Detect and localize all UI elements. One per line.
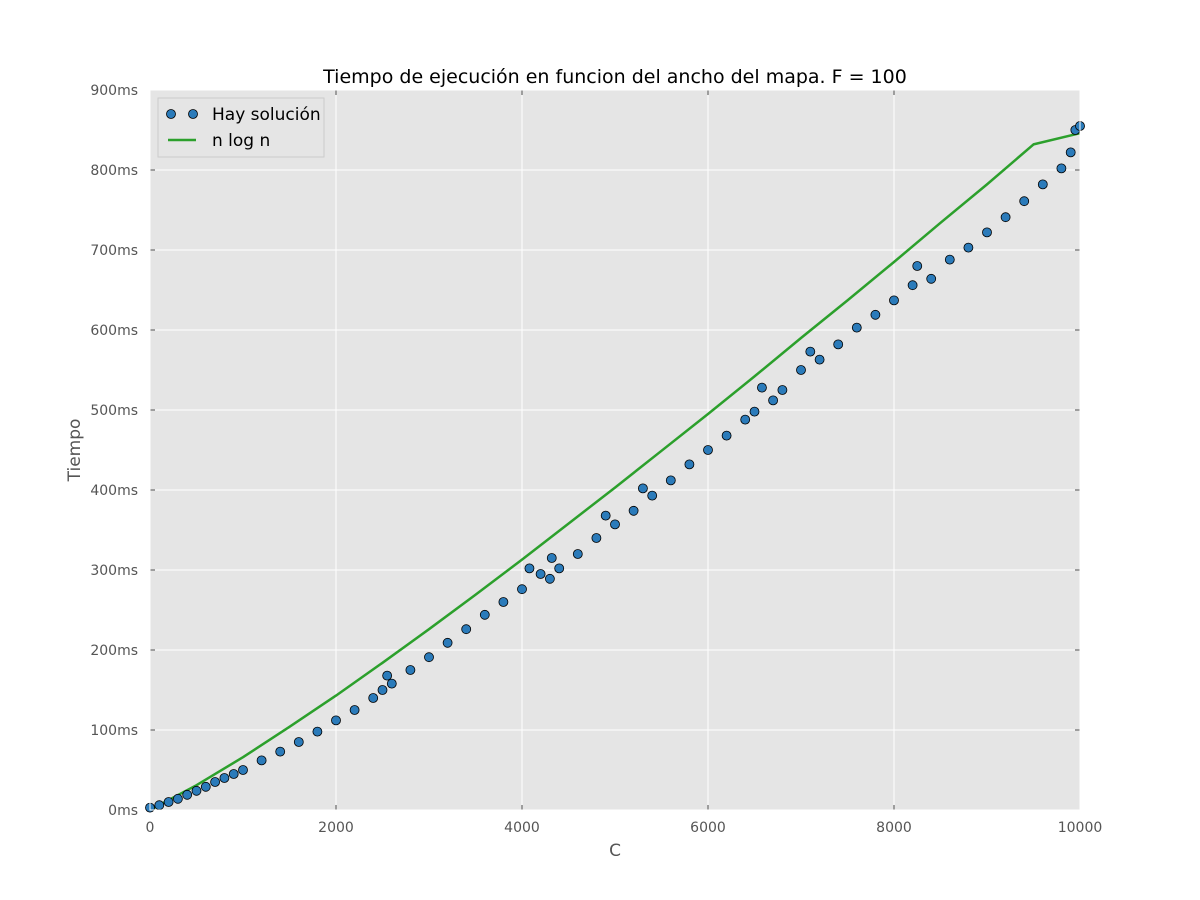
data-point [200, 781, 211, 792]
data-point [219, 773, 230, 783]
data-point [926, 273, 937, 284]
data-point [312, 726, 323, 737]
data-point [386, 678, 397, 689]
data-point [912, 261, 923, 271]
y-axis-title: Tiempo [65, 419, 85, 483]
data-point [757, 382, 767, 393]
data-point [833, 339, 844, 350]
data-point [191, 785, 202, 796]
data-point [740, 414, 751, 425]
y-tick-label: 200ms [90, 643, 138, 659]
data-point [647, 490, 658, 501]
x-tick-label: 10000 [1058, 820, 1103, 836]
data-point [982, 227, 992, 238]
data-point [498, 597, 509, 607]
data-point [944, 254, 955, 265]
x-tick-label: 4000 [504, 820, 540, 836]
y-tick-label: 100ms [90, 723, 138, 739]
data-point [293, 737, 304, 747]
data-point [777, 385, 788, 395]
legend: Hay solución n log n [157, 97, 325, 158]
data-point [907, 280, 918, 291]
data-point [517, 584, 527, 595]
y-tick-label: 0ms [108, 803, 138, 819]
data-point [554, 563, 565, 574]
data-point [665, 475, 676, 486]
plot-background [150, 90, 1080, 810]
x-axis-title: C [609, 841, 621, 861]
data-point [256, 755, 267, 766]
data-point [638, 483, 648, 494]
data-point [382, 670, 393, 681]
data-point [154, 800, 165, 811]
data-point [210, 777, 221, 787]
data-point [1056, 163, 1067, 174]
data-point [228, 769, 239, 779]
y-tick-label: 400ms [90, 483, 138, 499]
plot-frame [149, 89, 1081, 811]
data-point [377, 685, 388, 695]
data-point [591, 533, 602, 543]
data-point [479, 609, 490, 620]
x-tick-label: 6000 [690, 820, 726, 836]
legend-label-n-log-n: n log n [212, 131, 270, 151]
data-point [768, 395, 778, 406]
legend-label-hay-solucion: Hay solución [212, 105, 321, 125]
data-point [628, 505, 639, 516]
data-point [182, 789, 193, 800]
series-line-layer [149, 131, 1081, 812]
data-point [1000, 212, 1011, 223]
data-point [684, 459, 695, 470]
data-point [545, 573, 555, 584]
data-point [461, 624, 472, 635]
legend-box [157, 97, 325, 158]
data-point [610, 519, 620, 530]
data-point [870, 309, 881, 320]
data-point [889, 295, 899, 306]
x-tick-label: 2000 [318, 820, 354, 836]
y-tick-label: 700ms [90, 243, 138, 259]
y-tick-label: 300ms [90, 563, 138, 579]
data-point [1065, 147, 1076, 158]
data-point [814, 354, 825, 365]
data-point [238, 765, 248, 775]
data-point [572, 549, 583, 559]
data-point [163, 797, 174, 807]
data-point [1037, 179, 1048, 190]
data-point [546, 553, 557, 563]
data-point [535, 569, 546, 579]
data-point [796, 365, 806, 375]
data-point [805, 346, 816, 357]
y-tick-label: 600ms [90, 323, 138, 339]
data-point [600, 510, 611, 521]
x-tick-labels: 0 2000 4000 6000 8000 10000 [146, 820, 1103, 836]
data-point [424, 652, 434, 663]
data-point [368, 693, 379, 703]
data-point [442, 637, 453, 648]
y-tick-label: 900ms [90, 83, 138, 99]
data-point [172, 793, 183, 804]
chart-title: Tiempo de ejecución en funcion del ancho… [322, 66, 907, 88]
data-point [703, 445, 713, 455]
data-point [524, 563, 535, 574]
data-point [851, 322, 862, 333]
x-tick-label: 0 [146, 820, 155, 836]
data-point [1019, 196, 1030, 207]
data-point [349, 705, 360, 715]
legend-marker-hay-solucion [166, 109, 176, 119]
data-point [275, 746, 286, 757]
y-tick-labels: 0ms 100ms 200ms 300ms 400ms 500ms 600ms 700ms 80… [90, 83, 138, 819]
n-log-n-line [149, 131, 1081, 812]
y-tick-label: 800ms [90, 163, 138, 179]
data-point [721, 430, 732, 441]
data-point [405, 665, 416, 675]
x-tick-label: 8000 [876, 820, 912, 836]
data-point [963, 242, 974, 253]
data-point [331, 715, 341, 726]
data-point [749, 406, 760, 417]
y-tick-label: 500ms [90, 403, 138, 419]
legend-marker-hay-solucion [188, 109, 198, 119]
